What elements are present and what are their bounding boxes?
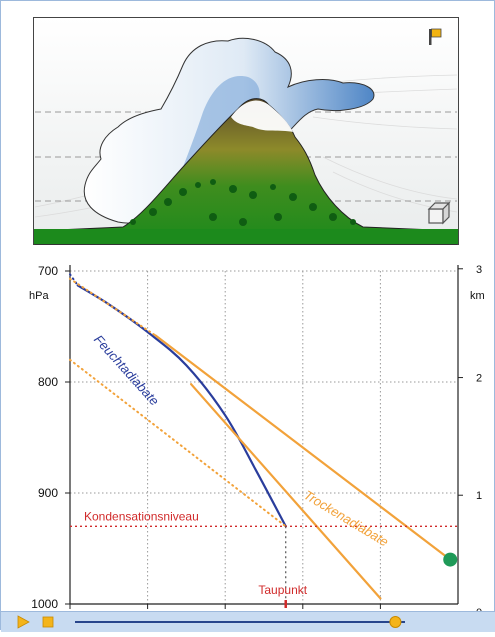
moist-adiabat-label: Feuchtadiabate: [91, 332, 162, 409]
y2-tick-label: 2: [476, 373, 482, 385]
air-parcel-marker: [443, 552, 458, 567]
y-axis-label: hPa: [29, 290, 49, 302]
dry-adiabat-label: Trockenadiabate: [301, 487, 391, 549]
play-icon[interactable]: [17, 615, 30, 629]
y-tick-label: 800: [38, 375, 58, 389]
cube-icon[interactable]: [427, 201, 451, 225]
ground: [34, 229, 458, 244]
series-guide: [69, 358, 287, 528]
slider-handle[interactable]: [389, 616, 402, 628]
y-tick-label: 1000: [31, 597, 58, 611]
annotations: Kondensationsniveau Taupunkt Feuchtadiabat…: [70, 332, 458, 608]
mountain-scene: [33, 17, 459, 245]
condensation-level-label: Kondensationsniveau: [84, 509, 199, 523]
x-tick-label: 10°C: [367, 610, 394, 611]
stop-icon[interactable]: [42, 616, 54, 628]
dew-point-label: Taupunkt: [258, 583, 307, 597]
y2-axis-label: km: [470, 290, 485, 302]
y-tick-label: 700: [38, 264, 58, 278]
x-tick-label: -5°C: [136, 610, 160, 611]
y2-tick-label: 3: [476, 264, 482, 276]
x-tick-label: -10°C: [55, 610, 86, 611]
grid-lines: [70, 270, 458, 605]
axes: [65, 265, 463, 609]
animation-controls: [1, 611, 495, 632]
adiabat-diagram: Kondensationsniveau Taupunkt Feuchtadiabat…: [29, 264, 485, 611]
flag-icon[interactable]: [429, 28, 442, 45]
y2-tick-label: 0: [476, 607, 482, 611]
tick-labels: -10°C -5°C 0°C 5°C 10°C 700 800 900 1000 hPa 3 2 1 0 k…: [29, 264, 485, 611]
series-feuchtadiabate: [76, 284, 287, 528]
y-tick-label: 900: [38, 486, 58, 500]
adiabat-lines: [69, 273, 452, 600]
x-tick-label: 5°C: [293, 610, 313, 611]
series-guide: [69, 277, 157, 337]
snow-cap: [231, 100, 293, 132]
forest: [130, 179, 356, 226]
series-guide: [69, 273, 79, 287]
series-trockenadiabate: [154, 334, 452, 561]
x-tick-label: 0°C: [215, 610, 235, 611]
series-guide: [190, 383, 382, 600]
y2-tick-label: 1: [476, 490, 482, 502]
